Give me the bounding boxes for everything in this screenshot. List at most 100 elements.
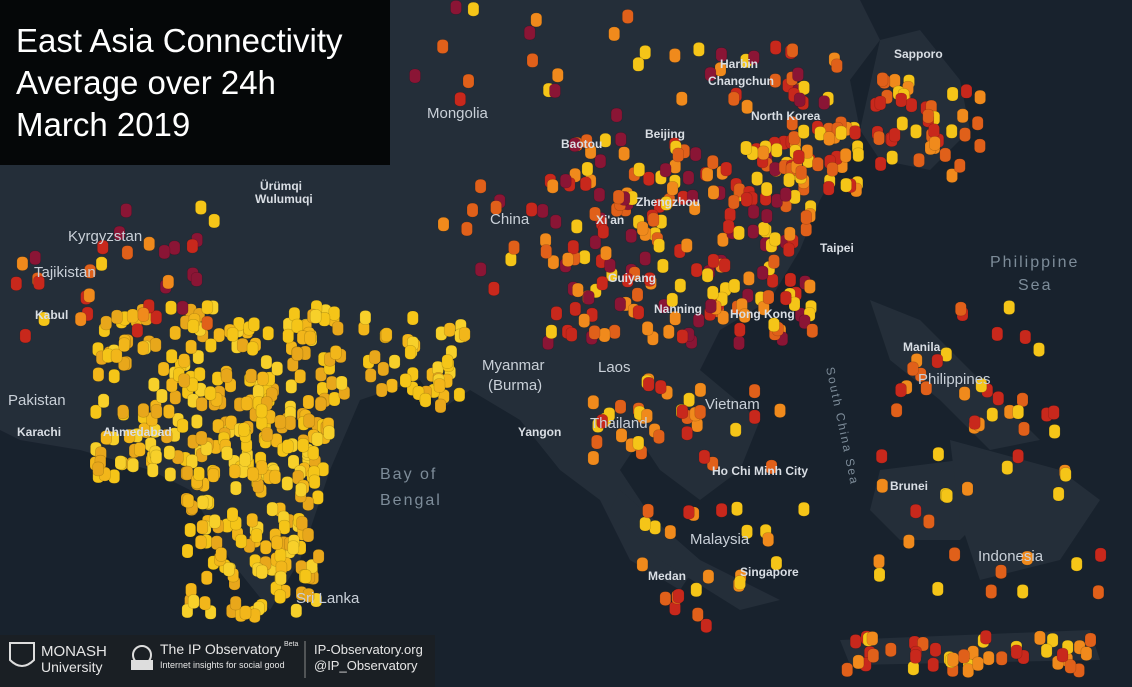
connectivity-dot xyxy=(596,275,609,291)
connectivity-dot xyxy=(769,73,782,88)
connectivity-dot xyxy=(766,273,779,289)
connectivity-dot xyxy=(884,642,897,658)
connectivity-dot xyxy=(931,581,944,597)
connectivity-dot xyxy=(733,322,746,338)
connectivity-dot xyxy=(947,652,959,667)
city-label: Zhengzhou xyxy=(636,195,700,209)
connectivity-dot xyxy=(176,418,189,434)
connectivity-dot xyxy=(757,221,770,237)
connectivity-dot xyxy=(1080,646,1093,661)
region-label: Vietnam xyxy=(705,396,760,413)
region-label: North Korea xyxy=(751,109,821,123)
connectivity-dot xyxy=(1052,486,1065,502)
connectivity-dot xyxy=(549,83,561,99)
connectivity-dot xyxy=(1012,404,1025,420)
connectivity-dot xyxy=(692,313,705,328)
connectivity-dot xyxy=(888,127,901,143)
connectivity-dot xyxy=(262,325,275,341)
connectivity-dot xyxy=(461,221,473,237)
connectivity-dot xyxy=(631,287,644,303)
connectivity-dot xyxy=(260,354,273,370)
city-label: Xi'an xyxy=(596,213,624,227)
connectivity-dot xyxy=(150,449,163,465)
connectivity-dot xyxy=(974,89,986,105)
connectivity-dot xyxy=(488,281,500,297)
region-label: Kyrgyzstan xyxy=(68,228,142,245)
connectivity-dot xyxy=(306,558,318,574)
connectivity-dot xyxy=(649,520,661,535)
connectivity-dot xyxy=(588,325,601,340)
connectivity-dot xyxy=(1012,448,1024,464)
connectivity-dot xyxy=(632,305,645,320)
connectivity-dot xyxy=(323,425,335,441)
connectivity-dot xyxy=(450,0,462,15)
connectivity-dot xyxy=(207,467,220,483)
connectivity-dot xyxy=(676,404,689,420)
connectivity-dot xyxy=(162,274,175,290)
connectivity-dot xyxy=(738,308,751,324)
connectivity-dot xyxy=(642,171,655,186)
connectivity-dot xyxy=(1034,630,1046,646)
connectivity-dot xyxy=(248,317,260,332)
connectivity-dot xyxy=(647,212,660,228)
connectivity-dot xyxy=(701,167,714,182)
connectivity-dot xyxy=(201,315,214,331)
region-label: Philippines xyxy=(918,371,991,388)
connectivity-dot xyxy=(940,347,953,362)
connectivity-dot xyxy=(1059,467,1072,482)
connectivity-dot xyxy=(903,534,915,549)
city-label: Brunei xyxy=(890,479,928,493)
connectivity-dot xyxy=(704,298,717,314)
connectivity-dot xyxy=(274,589,286,604)
connectivity-dot xyxy=(866,631,879,646)
connectivity-dot xyxy=(185,339,197,355)
connectivity-dot xyxy=(550,306,563,321)
connectivity-dot xyxy=(195,200,207,215)
connectivity-dot xyxy=(608,324,621,340)
city-label: Baotou xyxy=(561,137,602,151)
connectivity-dot xyxy=(715,47,728,62)
connectivity-dot xyxy=(266,501,279,517)
region-label: Malaysia xyxy=(690,531,750,548)
connectivity-dot xyxy=(784,272,797,288)
connectivity-dot xyxy=(328,306,341,321)
connectivity-dot xyxy=(269,469,282,485)
connectivity-dot xyxy=(786,116,799,131)
connectivity-dot xyxy=(120,203,132,218)
connectivity-dot xyxy=(193,366,206,382)
connectivity-dot xyxy=(632,435,645,451)
connectivity-dot xyxy=(114,455,127,470)
connectivity-dot xyxy=(968,415,981,430)
connectivity-dot xyxy=(874,95,887,111)
connectivity-dot xyxy=(278,519,291,535)
connectivity-dot xyxy=(508,240,520,255)
connectivity-dot xyxy=(654,379,667,395)
connectivity-dot xyxy=(204,385,217,401)
connectivity-dot xyxy=(143,236,155,252)
connectivity-dot xyxy=(261,427,274,442)
connectivity-dot xyxy=(636,557,649,572)
connectivity-dot xyxy=(205,338,217,353)
connectivity-dot xyxy=(570,219,583,234)
connectivity-dot xyxy=(165,348,178,364)
connectivity-dot xyxy=(581,161,594,177)
region-label: Laos xyxy=(598,359,631,376)
connectivity-dot xyxy=(941,488,953,504)
connectivity-dot xyxy=(239,605,252,620)
connectivity-dot xyxy=(768,317,780,333)
city-label: Wulumuqi xyxy=(255,192,313,206)
connectivity-dot xyxy=(876,478,889,494)
connectivity-dot xyxy=(958,648,970,664)
connectivity-dot xyxy=(223,561,235,577)
connectivity-dot xyxy=(786,43,799,58)
connectivity-dot xyxy=(238,422,250,438)
connectivity-dot xyxy=(225,415,237,430)
connectivity-dot xyxy=(682,504,695,520)
connectivity-dot xyxy=(229,595,242,611)
region-label: Pakistan xyxy=(8,392,66,409)
sea-label: Bay of xyxy=(380,466,437,483)
connectivity-dot xyxy=(932,446,945,462)
connectivity-dot xyxy=(959,127,971,142)
connectivity-dot xyxy=(675,91,688,106)
connectivity-dot xyxy=(741,99,753,115)
